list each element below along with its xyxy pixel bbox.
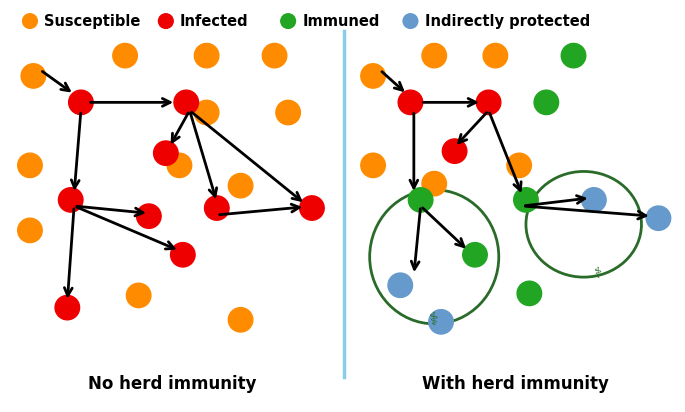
- Ellipse shape: [422, 43, 447, 68]
- Text: ⚕: ⚕: [593, 266, 601, 281]
- Ellipse shape: [262, 43, 287, 68]
- Ellipse shape: [18, 218, 42, 243]
- Ellipse shape: [113, 43, 137, 68]
- Text: No herd immunity: No herd immunity: [88, 375, 257, 393]
- Ellipse shape: [398, 90, 423, 115]
- Ellipse shape: [136, 204, 161, 228]
- Ellipse shape: [361, 153, 386, 178]
- Ellipse shape: [507, 153, 532, 178]
- Ellipse shape: [158, 14, 173, 28]
- Ellipse shape: [514, 188, 538, 212]
- Ellipse shape: [281, 14, 295, 28]
- Ellipse shape: [153, 141, 178, 165]
- Ellipse shape: [205, 196, 229, 220]
- Ellipse shape: [517, 281, 542, 306]
- Ellipse shape: [443, 139, 467, 163]
- Ellipse shape: [361, 64, 386, 88]
- Ellipse shape: [561, 43, 586, 68]
- Ellipse shape: [195, 101, 219, 125]
- Ellipse shape: [18, 153, 42, 178]
- Ellipse shape: [463, 243, 487, 267]
- Ellipse shape: [167, 153, 192, 178]
- Ellipse shape: [408, 188, 433, 212]
- Ellipse shape: [388, 273, 412, 297]
- Text: ⚕: ⚕: [429, 311, 439, 329]
- Ellipse shape: [534, 90, 558, 115]
- Text: Infected: Infected: [180, 14, 249, 28]
- Ellipse shape: [476, 90, 501, 115]
- Ellipse shape: [422, 171, 447, 196]
- Ellipse shape: [403, 14, 418, 28]
- Ellipse shape: [58, 188, 83, 212]
- Ellipse shape: [127, 283, 151, 308]
- Text: Indirectly protected: Indirectly protected: [425, 14, 590, 28]
- Ellipse shape: [55, 295, 79, 320]
- Ellipse shape: [483, 43, 508, 68]
- Ellipse shape: [228, 308, 253, 332]
- Ellipse shape: [299, 196, 324, 220]
- Ellipse shape: [195, 43, 219, 68]
- Ellipse shape: [68, 90, 93, 115]
- Text: Immuned: Immuned: [302, 14, 379, 28]
- Ellipse shape: [23, 14, 37, 28]
- Ellipse shape: [228, 173, 253, 198]
- Ellipse shape: [21, 64, 46, 88]
- Ellipse shape: [276, 101, 301, 125]
- Ellipse shape: [582, 188, 606, 212]
- Text: With herd immunity: With herd immunity: [423, 375, 609, 393]
- Text: Susceptible: Susceptible: [44, 14, 140, 28]
- Ellipse shape: [646, 206, 671, 230]
- Ellipse shape: [174, 90, 199, 115]
- Ellipse shape: [171, 243, 195, 267]
- Ellipse shape: [429, 310, 453, 334]
